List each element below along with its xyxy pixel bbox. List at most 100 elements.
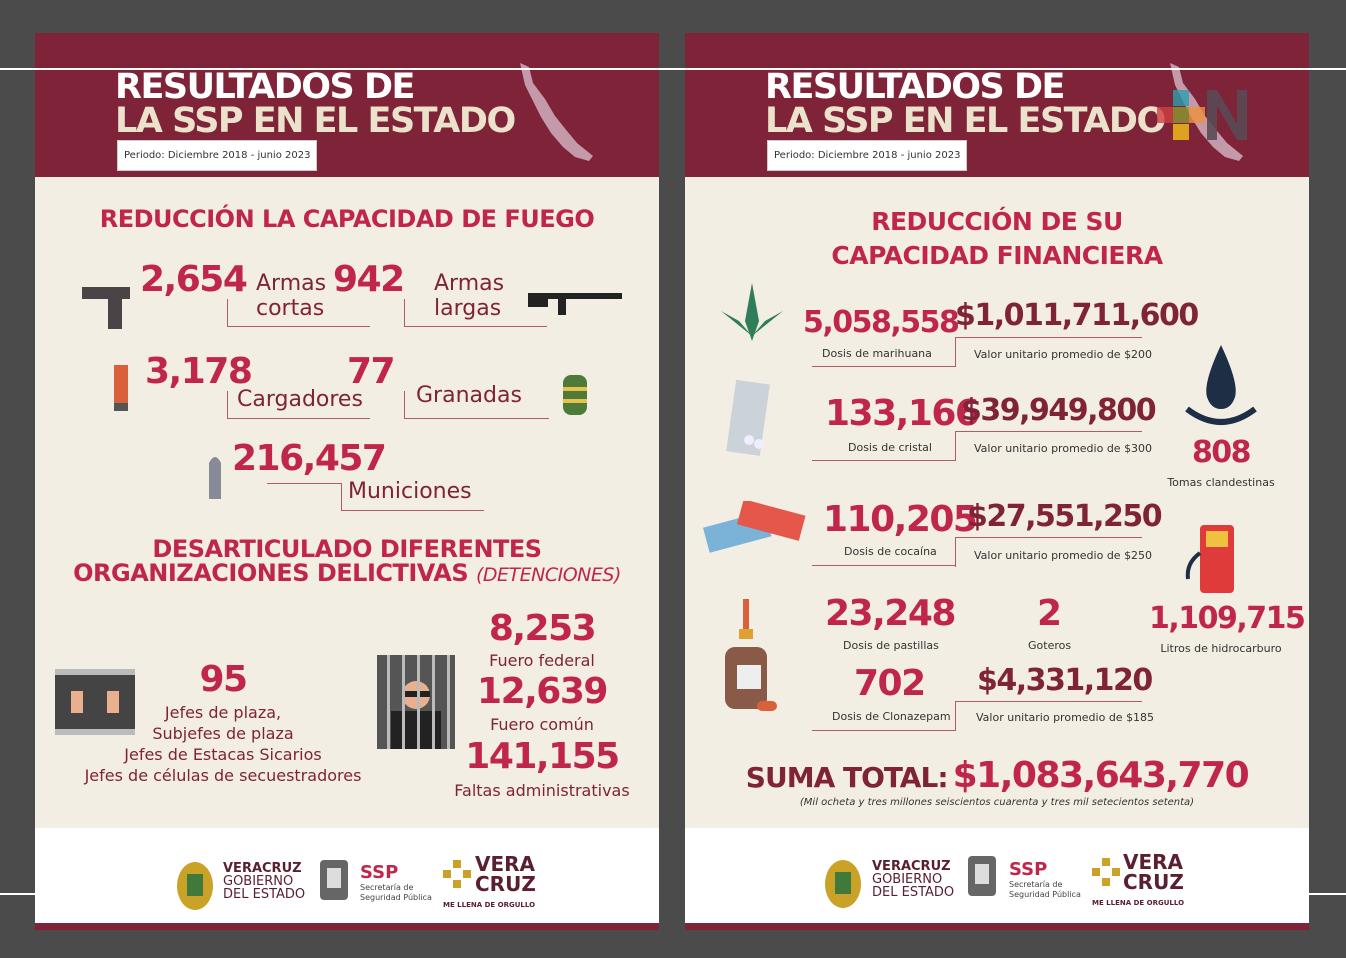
prisoner-icon [377,655,455,749]
header: RESULTADOS DE LA SSP EN EL ESTADO Period… [685,33,1309,177]
armas-largas-label2: largas [434,296,502,321]
marihuana-label: Dosis de marihuana [822,347,932,360]
ssp-subtitle: Secretaría de Seguridad Pública [1009,880,1081,899]
veracruz-coat-of-arms-icon [825,860,861,908]
jefes-labels: Jefes de plaza, Subjefes de plaza Jefes … [35,702,411,786]
clonazepam-label: Dosis de Clonazepam [832,710,951,723]
granadas-value: 77 [347,351,396,392]
veracruz-tagline: ME LLENA DE ORGULLO [1092,899,1185,907]
section2-line2: ORGANIZACIONES DELICTIVAS [73,559,469,587]
section2-suffix: (DETENCIONES) [475,564,621,586]
pastillas-value: 23,248 [825,593,956,634]
title-line2: LA SSP EN EL ESTADO [115,101,516,141]
jail-icon [55,669,135,735]
gobierno-logo-text: VERACRUZ GOBIERNO DEL ESTADO [872,859,955,900]
cargadores-label: Cargadores [237,387,363,412]
right-infographic: RESULTADOS DE LA SSP EN EL ESTADO Period… [685,33,1309,930]
armas-cortas-label: Armas [256,271,327,296]
cristal-unit: Valor unitario promedio de $300 [974,442,1153,455]
clonazepam-money: $4,331,120 [977,663,1153,698]
period-label: Periodo: Diciembre 2018 - junio 2023 [767,140,968,171]
oil-drop-icon [1185,345,1257,425]
guide-line-top [0,68,1346,70]
jefes-value: 95 [199,659,248,700]
veracruz-pattern-icon [1092,858,1120,886]
veracruz-coat-of-arms-icon [177,862,213,910]
gobierno-logo-text: VERACRUZ GOBIERNO DEL ESTADO [223,861,306,902]
grenade-icon [563,375,587,415]
fuero-comun-value: 12,639 [477,671,608,712]
period-label: Periodo: Diciembre 2018 - junio 2023 [117,140,318,171]
crystal-bag-icon [726,379,770,456]
magazine-icon [114,365,128,411]
bullet-icon [209,457,221,499]
cocaina-money: $27,551,250 [967,499,1163,534]
jefes-line: Jefes de Estacas Sicarios [124,745,322,764]
municiones-value: 216,457 [232,438,387,479]
cocaina-label: Dosis de cocaína [844,545,937,558]
armas-largas-value: 942 [333,259,405,300]
armas-largas-label: Armas [434,271,505,296]
title-line1: RESULTADOS DE [765,67,1065,107]
section2-line1: DESARTICULADO DIFERENTES [152,535,542,563]
cocaina-unit: Valor unitario promedio de $250 [974,549,1153,562]
cristal-money: $39,949,800 [961,393,1157,428]
cocaina-value: 110,205 [823,499,978,540]
marihuana-value: 5,058,558 [803,305,960,340]
marijuana-leaf-icon [721,283,783,341]
jefes-line: Subjefes de plaza [152,724,294,743]
tomas-label: Tomas clandestinas [1167,476,1275,489]
goteros-label: Goteros [1028,639,1072,652]
cargadores-value: 3,178 [145,351,253,392]
veracruz-tagline: ME LLENA DE ORGULLO [443,901,536,909]
hidrocarburo-label: Litros de hidrocarburo [1160,642,1282,655]
total-words: (Mil ocheta y tres millones seiscientos … [799,797,1195,808]
total-row: SUMA TOTAL: $1,083,643,770 [685,755,1309,796]
faltas-value: 141,155 [465,736,620,777]
clonazepam-value: 702 [854,663,926,704]
veracruz-pattern-icon [443,860,471,888]
fuero-federal-value: 8,253 [488,608,597,649]
municiones-label: Municiones [348,479,472,504]
guide-line-left [0,893,36,895]
veracruz-brand-text: VERA CRUZ [1123,850,1184,894]
footer-logos: VERACRUZ GOBIERNO DEL ESTADO SSP Secretarí… [685,828,1309,923]
ssp-logo-text: SSP [1009,859,1048,880]
section-title-organizaciones: DESARTICULADO DIFERENTES ORGANIZACIONES … [35,537,659,587]
header: RESULTADOS DE LA SSP EN EL ESTADO Period… [35,33,659,177]
ssp-subtitle: Secretaría de Seguridad Pública [360,883,432,902]
pastillas-label: Dosis de pastillas [843,639,939,652]
cristal-label: Dosis de cristal [848,441,932,454]
armas-cortas-value: 2,654 [140,259,248,300]
veracruz-map-icon [520,63,593,161]
ssp-shield-icon [968,856,996,896]
section-title-fuego: REDUCCIÓN LA CAPACIDAD DE FUEGO [99,205,595,233]
marihuana-money: $1,011,711,600 [955,298,1199,333]
faltas-label: Faltas administrativas [454,781,630,800]
marihuana-unit: Valor unitario promedio de $200 [974,348,1153,361]
title-line1: RESULTADOS DE [115,67,415,107]
veracruz-map-icon [1170,63,1243,161]
section-title-financiera: REDUCCIÓN DE SU CAPACIDAD FINANCIERA [831,207,1163,270]
watermark-logo-icon [1157,90,1247,140]
footer-logos: VERACRUZ GOBIERNO DEL ESTADO SSP Secretarí… [35,828,659,923]
fuero-comun-label: Fuero común [490,715,594,734]
jefes-line: Jefes de células de secuestradores [84,766,362,785]
title-line2: LA SSP EN EL ESTADO [765,101,1166,141]
jefes-line: Jefes de plaza, [164,703,282,722]
cocaine-cards-icon [702,501,806,553]
dropper-bottle-icon [725,599,777,711]
fuel-pump-icon [1185,525,1234,593]
pistol-icon [82,287,130,329]
ssp-logo-text: SSP [360,862,399,883]
goteros-value: 2 [1037,593,1062,634]
rifle-icon [528,293,622,315]
left-infographic: RESULTADOS DE LA SSP EN EL ESTADO Period… [35,33,659,930]
total-value: $1,083,643,770 [952,755,1250,796]
veracruz-brand-text: VERA CRUZ [475,852,536,896]
tomas-value: 808 [1191,435,1252,470]
clonazepam-unit: Valor unitario promedio de $185 [976,711,1155,724]
cristal-value: 133,166 [825,393,980,434]
hidrocarburo-value: 1,109,715 [1149,601,1306,636]
granadas-label: Granadas [416,383,522,408]
